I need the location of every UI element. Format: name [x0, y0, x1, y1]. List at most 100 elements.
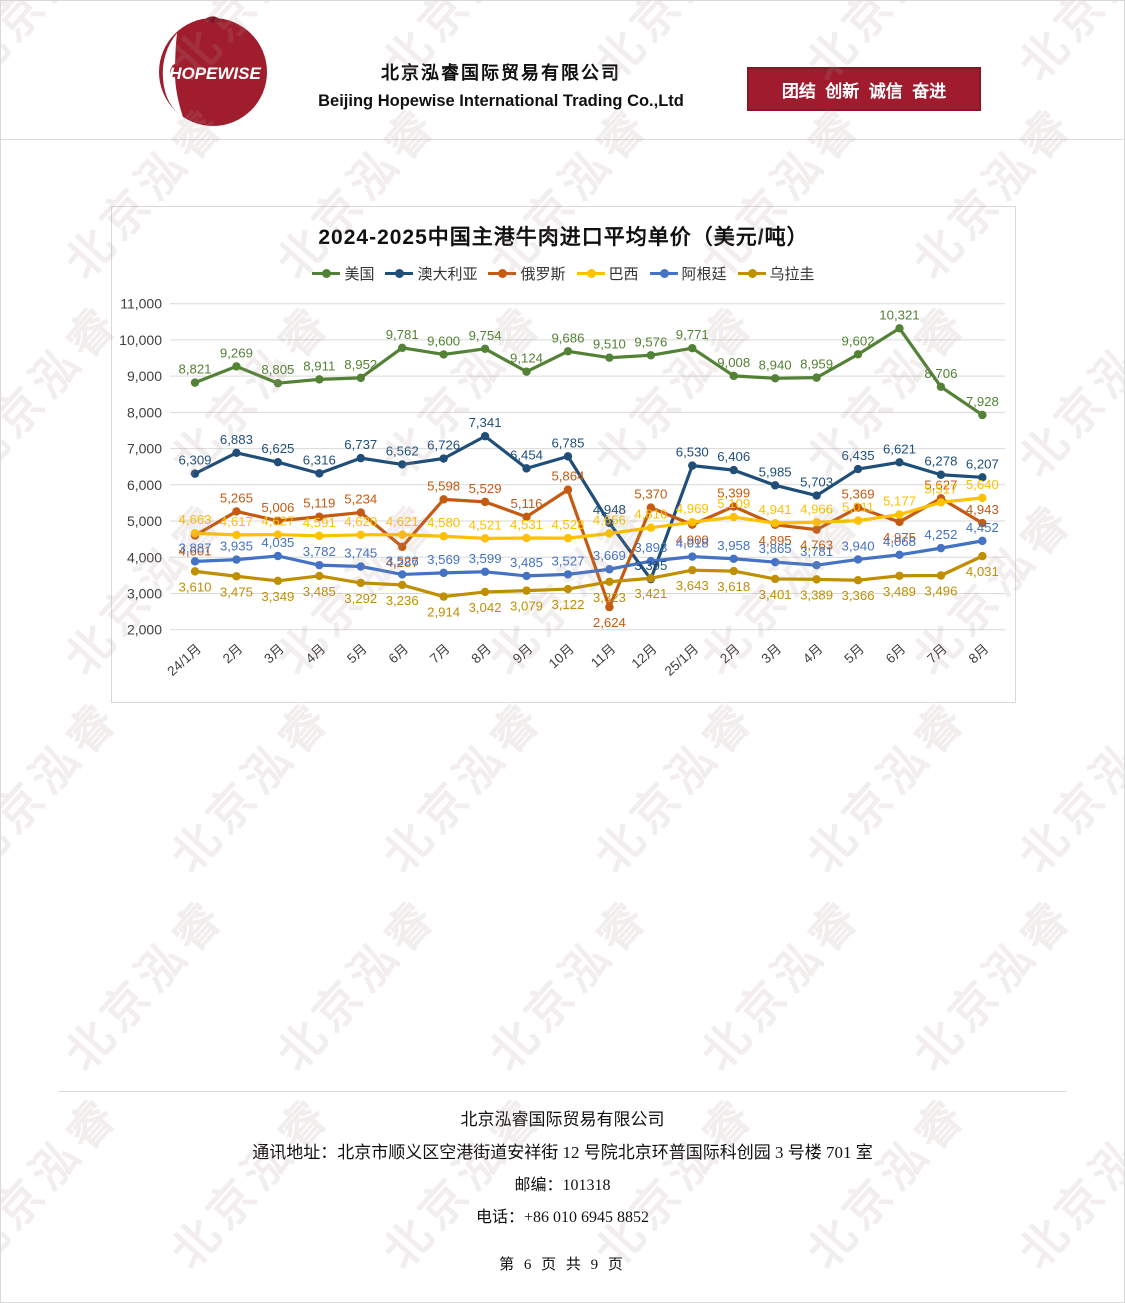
data-label: 9,510	[593, 337, 626, 352]
footer-phone: 电话：+86 010 6945 8852	[475, 1209, 650, 1226]
data-label: 3,401	[759, 587, 792, 602]
data-label: 6,726	[427, 438, 460, 453]
data-label: 5,370	[634, 487, 667, 502]
x-axis-tick: 9月	[510, 641, 536, 666]
data-label: 4,948	[593, 502, 626, 517]
y-axis-tick: 7,000	[127, 441, 162, 457]
x-axis-tick: 7月	[427, 641, 453, 666]
data-label: 4,975	[883, 530, 916, 545]
data-label: 9,600	[427, 333, 460, 348]
y-axis-tick: 9,000	[127, 368, 162, 384]
x-axis-tick: 4月	[800, 641, 826, 666]
footer-postcode: 邮编：101318	[514, 1177, 611, 1194]
data-label: 9,008	[717, 355, 750, 370]
data-label: 4,287	[386, 555, 419, 570]
data-label: 4,900	[676, 533, 709, 548]
y-axis-tick: 10,000	[119, 332, 162, 348]
series-line-5	[190, 551, 987, 601]
page-number: 第 6 页 共 9 页	[499, 1257, 626, 1273]
data-label: 5,703	[800, 475, 833, 490]
data-label: 3,489	[883, 584, 916, 599]
x-axis-tick: 2月	[717, 641, 743, 666]
data-label: 3,745	[344, 545, 377, 560]
legend-label: 阿根廷	[681, 266, 727, 283]
data-label: 9,754	[469, 328, 502, 343]
data-label: 5,011	[842, 500, 874, 515]
data-label: 4,601	[178, 543, 211, 558]
watermark-text: 北京泓睿	[372, 689, 554, 883]
x-axis-tick: 25/1月	[662, 641, 702, 679]
page-header: HOPEWISE 北京泓睿国际贸易有限公司 Beijing Hopewise I…	[1, 1, 1124, 140]
data-label: 9,124	[510, 351, 543, 366]
data-label: 6,316	[303, 452, 336, 467]
data-label: 9,771	[676, 327, 709, 342]
series-line-4	[190, 536, 987, 581]
data-label: 4,621	[386, 514, 419, 529]
data-label: 5,627	[924, 477, 957, 492]
legend-label: 乌拉圭	[769, 266, 815, 283]
data-label: 4,763	[800, 538, 833, 553]
data-label: 5,985	[759, 464, 792, 479]
series-labels-5: 3,610 3,475 3,349 3,485 3,292 3,236 2,914 3,042…	[178, 564, 998, 619]
data-label: 3,475	[220, 584, 253, 599]
legend-marker-icon	[312, 269, 341, 279]
hopewise-logo: HOPEWISE	[159, 16, 267, 126]
data-label: 4,018	[676, 536, 709, 551]
line-chart: 2,000 3,000 4,000 5,000 6,000 7,000 8,000 9,000…	[119, 296, 1005, 679]
data-label: 3,395	[634, 558, 667, 573]
company-title-block: 北京泓睿国际贸易有限公司 Beijing Hopewise Internatio…	[291, 59, 711, 111]
price-chart-card: 2,000 3,000 4,000 5,000 6,000 7,000 8,000 9,000…	[111, 206, 1016, 703]
data-label: 4,580	[427, 515, 460, 530]
series-labels-0: 8,821 9,269 8,805 8,911 8,952 9,781 9,600 9,754…	[178, 307, 998, 409]
data-label: 2,624	[593, 615, 626, 630]
data-label: 4,966	[800, 501, 833, 516]
y-axis-tick: 4,000	[127, 549, 162, 565]
data-label: 9,686	[551, 330, 584, 345]
data-label: 6,785	[551, 435, 584, 450]
data-label: 3,643	[676, 578, 709, 593]
data-label: 3,389	[800, 587, 833, 602]
data-label: 5,006	[261, 500, 294, 515]
legend-item-4: 阿根廷	[649, 263, 727, 284]
x-axis-tick: 3月	[759, 641, 785, 666]
series-labels-2: 4,601 5,265 5,006 5,119 5,234 4,287 5,598 5,529…	[178, 469, 998, 630]
legend-item-2: 俄罗斯	[488, 263, 566, 284]
watermark-text: 北京泓睿	[690, 887, 872, 1081]
y-axis-tick: 11,000	[120, 296, 162, 312]
watermark-text: 北京泓睿	[584, 689, 766, 883]
watermark-text: 北京泓睿	[796, 689, 978, 883]
data-label: 3,618	[717, 579, 750, 594]
watermark-text: 北京泓睿	[160, 689, 342, 883]
slogan-banner: 团结 创新 诚信 奋进	[747, 67, 981, 111]
data-label: 3,485	[303, 584, 336, 599]
data-label: 3,781	[800, 544, 833, 559]
x-axis-tick: 6月	[386, 641, 412, 666]
x-axis-tick: 4月	[303, 641, 329, 666]
data-label: 4,663	[178, 512, 211, 527]
x-axis-tick: 8月	[468, 641, 494, 666]
data-label: 3,610	[178, 579, 211, 594]
data-label: 5,265	[220, 490, 253, 505]
data-label: 3,421	[634, 586, 667, 601]
data-label: 6,621	[883, 441, 916, 456]
y-axis-tick: 5,000	[127, 513, 162, 529]
data-label: 5,399	[717, 486, 750, 501]
data-label: 4,941	[759, 502, 792, 517]
series-labels-3: 4,663 4,617 4,627 4,591 4,620 4,621 4,580 4,521…	[178, 477, 998, 533]
data-label: 3,940	[842, 538, 875, 553]
series-labels-4: 3,887 3,935 4,035 3,782 3,745 3,526 3,569 3,599…	[178, 520, 998, 570]
legend-item-1: 澳大利亚	[385, 263, 477, 284]
data-label: 3,236	[386, 593, 419, 608]
y-axis-tick: 8,000	[127, 404, 162, 420]
y-gridlines: 2,000 3,000 4,000 5,000 6,000 7,000 8,000 9,000…	[119, 296, 1005, 638]
data-label: 9,576	[634, 334, 667, 349]
legend-label: 俄罗斯	[520, 266, 566, 283]
data-label: 6,278	[924, 454, 957, 469]
data-label: 4,816	[634, 507, 667, 522]
data-label: 4,617	[220, 514, 253, 529]
data-label: 7,341	[469, 415, 502, 430]
x-axis-tick: 11月	[588, 641, 618, 671]
data-label: 9,602	[842, 333, 875, 348]
watermark-text: 北京泓睿	[478, 887, 660, 1081]
